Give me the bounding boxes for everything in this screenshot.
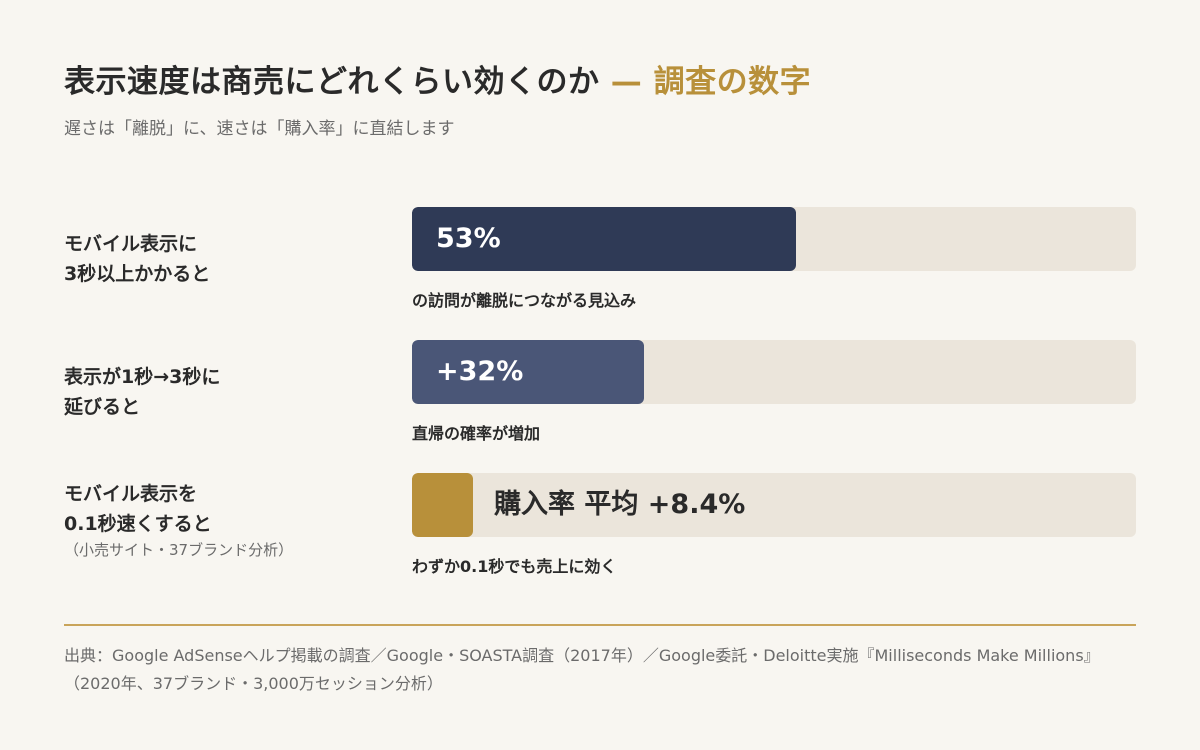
- bar-caption: の訪問が離脱につながる見込み: [412, 291, 637, 310]
- bar-caption: わずか0.1秒でも売上に効く: [412, 557, 617, 576]
- bar-track: 53%: [412, 207, 1136, 271]
- row-label: 表示が1秒→3秒に 延びると: [64, 362, 394, 422]
- row-label-line2: 3秒以上かかると: [64, 263, 211, 285]
- stat-row-bounce: 表示が1秒→3秒に 延びると +32% 直帰の確率が増加: [0, 340, 1200, 450]
- bar-track: 購入率 平均 +8.4%: [412, 473, 1136, 537]
- page-subtitle: 遅さは「離脱」に、速さは「購入率」に直結します: [64, 119, 455, 139]
- source-note: 出典：Google AdSenseヘルプ掲載の調査／Google・SOASTA調…: [64, 646, 1100, 693]
- bar-value-label: 購入率 平均 +8.4%: [494, 489, 746, 520]
- row-label-line1: 表示が1秒→3秒に: [64, 366, 221, 388]
- stat-row-conversion: モバイル表示を 0.1秒速くすると （小売サイト・37ブランド分析） 購入率 平…: [0, 473, 1200, 583]
- bar-fill: [412, 340, 644, 404]
- bar-track: +32%: [412, 340, 1136, 404]
- bar-caption: 直帰の確率が増加: [412, 424, 541, 443]
- row-label-note: （小売サイト・37ブランド分析）: [64, 541, 294, 559]
- row-label-line2: 0.1秒速くすると: [64, 513, 212, 535]
- row-label-line1: モバイル表示を: [64, 483, 198, 505]
- row-label-line1: モバイル表示に: [64, 233, 198, 255]
- bar-fill: [412, 207, 796, 271]
- page-title: 表示速度は商売にどれくらい効くのか — 調査の数字: [64, 56, 811, 101]
- footer-divider: [64, 624, 1136, 626]
- title-accent: — 調査の数字: [610, 64, 812, 100]
- row-label: モバイル表示に 3秒以上かかると: [64, 229, 394, 289]
- bar-value-label: +32%: [436, 356, 524, 387]
- title-main: 表示速度は商売にどれくらい効くのか: [64, 64, 600, 100]
- bar-value-label: 53%: [436, 223, 501, 254]
- row-label: モバイル表示を 0.1秒速くすると （小売サイト・37ブランド分析）: [64, 479, 394, 561]
- row-label-line2: 延びると: [64, 396, 141, 418]
- bar-fill: [412, 473, 473, 537]
- stat-row-abandonment: モバイル表示に 3秒以上かかると 53% の訪問が離脱につながる見込み: [0, 207, 1200, 317]
